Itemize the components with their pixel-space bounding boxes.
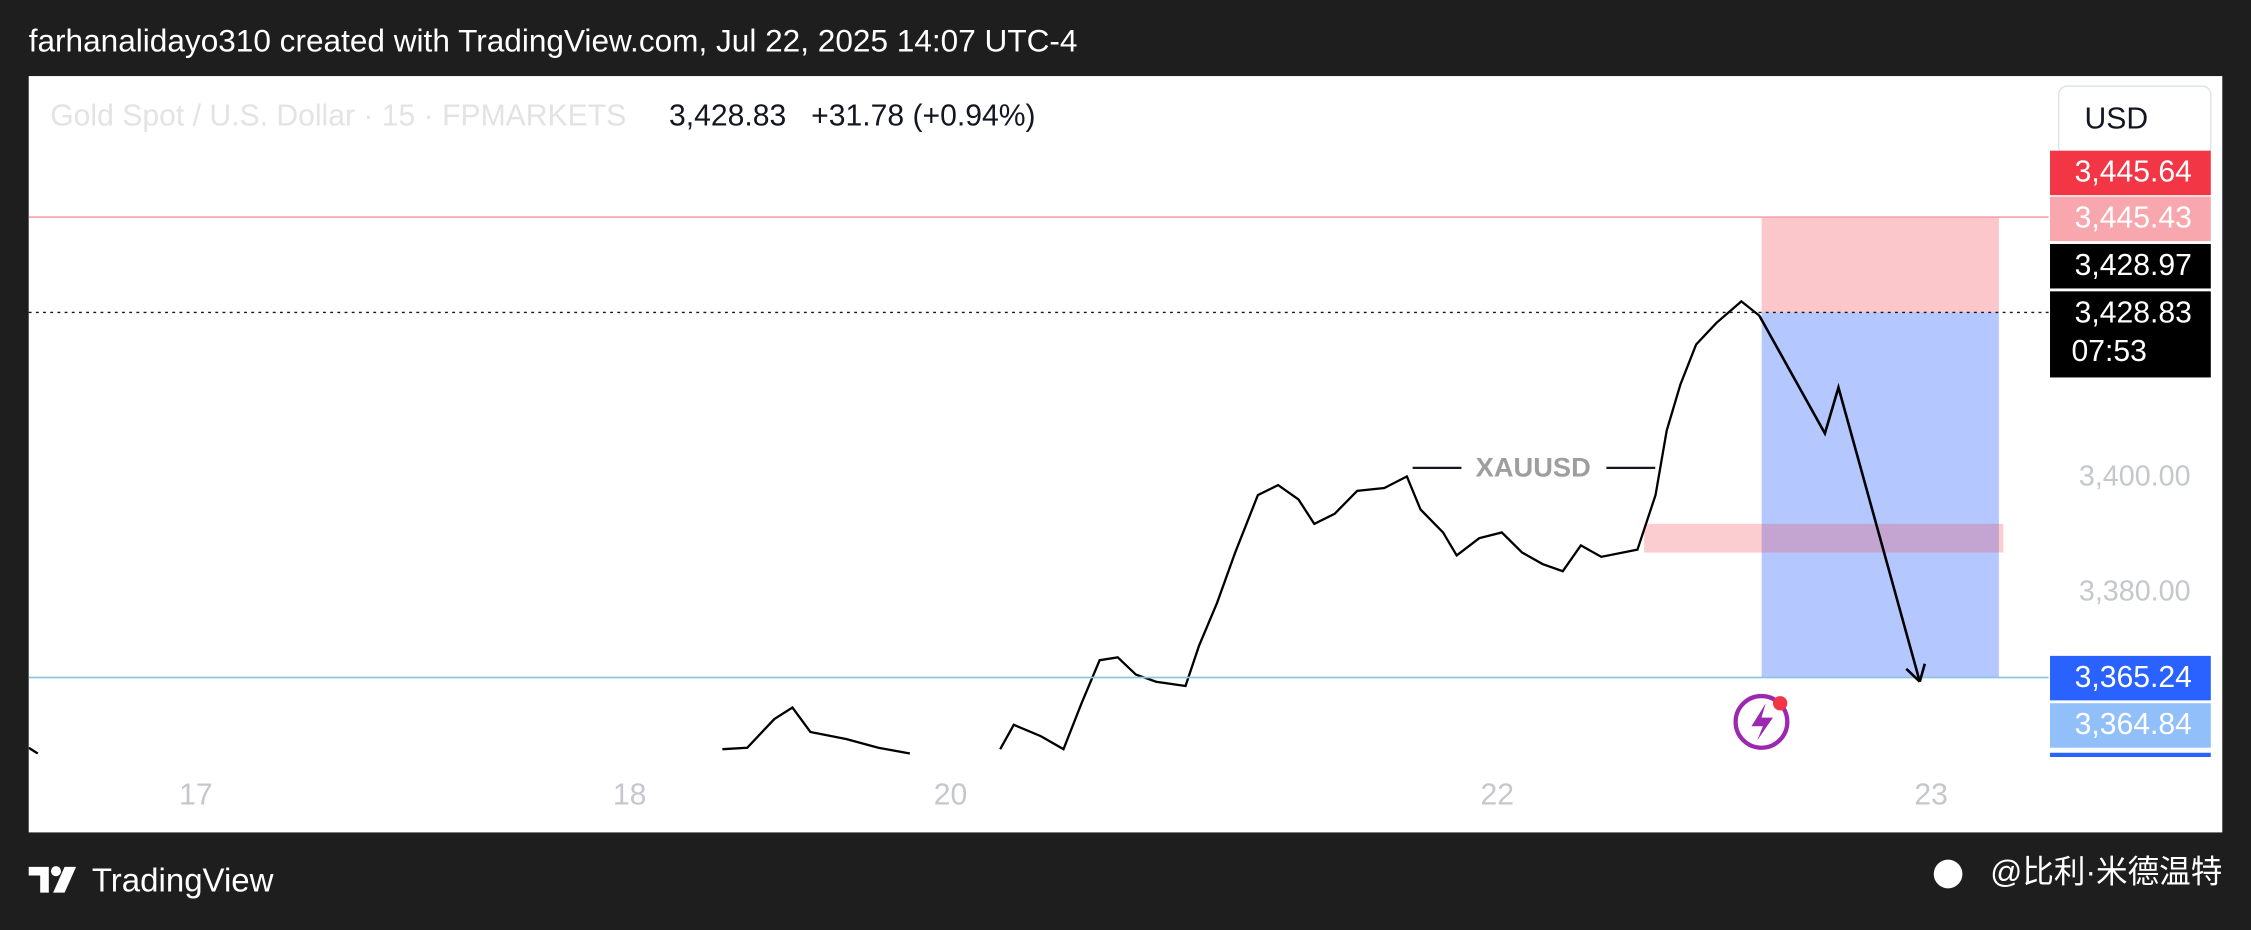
y-tick-label: 3,380.00 [2079, 575, 2191, 607]
target-zone [1761, 312, 1999, 678]
price-label: 3,365.24 [2075, 661, 2192, 694]
price-label-box [2050, 243, 2211, 289]
projection-arrow [1758, 315, 1922, 683]
alert-icon [1733, 693, 1790, 750]
footer-brand: TradingView [92, 861, 274, 898]
footer-credit: @比利·米德温特 [1990, 853, 2222, 889]
price-label: 3,428.83 [2075, 296, 2192, 329]
x-tick-label: 22 [1481, 778, 1515, 811]
price-label: 3,445.64 [2075, 156, 2192, 189]
countdown: 07:53 [2072, 335, 2147, 368]
x-tick-label: 17 [179, 778, 213, 811]
x-tick-label: 23 [1914, 778, 1948, 811]
currency[interactable]: USD [2084, 103, 2148, 136]
annotation: XAUUSD [1476, 452, 1591, 483]
symbol: Gold Spot / U.S. Dollar · 15 · FPMARKETS [50, 100, 626, 133]
change: +31.78 (+0.94%) [811, 100, 1035, 133]
price-label-box [2050, 291, 2211, 378]
stop-zone [1761, 217, 1999, 313]
y-tick-label: 3,400.00 [2079, 460, 2191, 492]
last-price: 3,428.83 [669, 100, 786, 133]
facebook-icon [1933, 859, 1963, 889]
price-label-box [2050, 703, 2211, 748]
price-label-box [2050, 655, 2211, 701]
price-label-box [2050, 150, 2211, 196]
price-label: 3,428.97 [2075, 249, 2192, 282]
price-label: 3,364.84 [2075, 708, 2192, 741]
header: farhanalidayo310 created with TradingVie… [29, 22, 1078, 58]
plot: XAUUSD 3,400.00 3,380.00 17 18 20 22 23 3,445.64… [28, 150, 2211, 811]
arrow-head [1905, 663, 1927, 683]
plot-clip [28, 217, 2004, 755]
price-line [28, 299, 1761, 755]
supply-zone [1644, 523, 2004, 553]
tv-logo [28, 866, 77, 893]
price-label: 3,445.43 [2075, 202, 2192, 235]
x-tick-label: 18 [613, 778, 647, 811]
price-label-box [2050, 196, 2211, 242]
x-tick-label: 20 [934, 778, 968, 811]
